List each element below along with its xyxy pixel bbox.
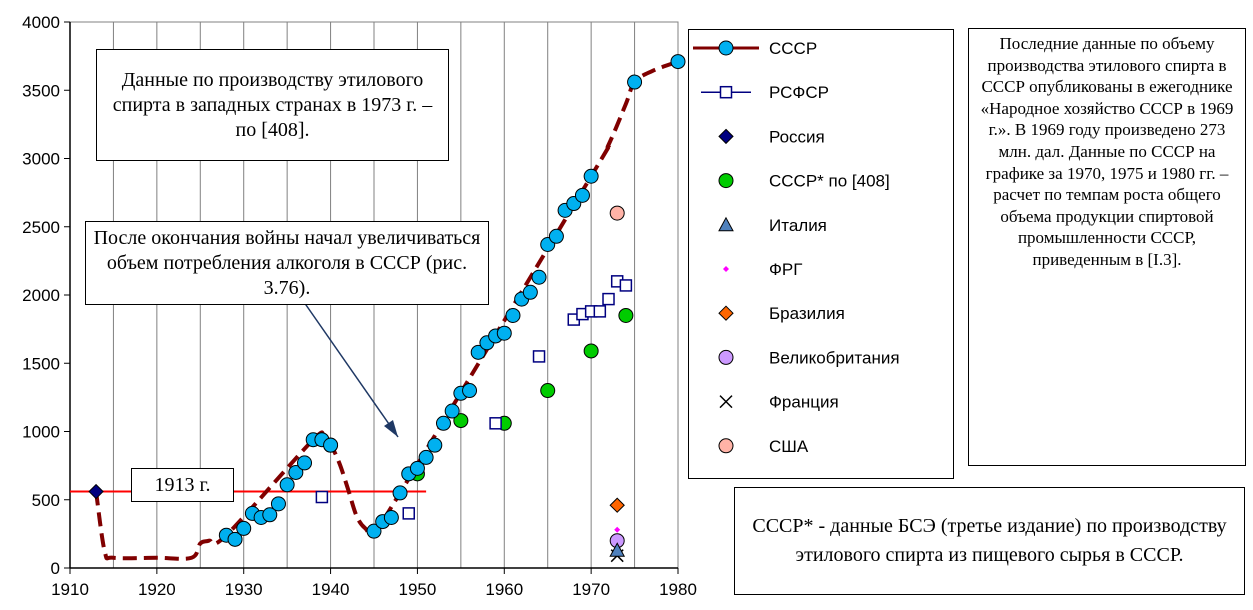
- legend-marker: [719, 395, 733, 409]
- y-tick-label: 2000: [22, 286, 60, 305]
- legend-label: Россия: [769, 127, 825, 146]
- legend-label: Франция: [769, 393, 839, 412]
- marker-circle: [583, 168, 599, 184]
- ussr-dashed-line: [94, 59, 679, 561]
- marker-circle: [288, 464, 304, 480]
- marker-circle: [609, 205, 625, 221]
- postwar-note: После окончания войны начал увеличиватьс…: [85, 221, 489, 305]
- marker-circle: [574, 187, 590, 203]
- y-tick-label: 3000: [22, 150, 60, 169]
- annotation-arrowhead: [384, 420, 398, 437]
- legend-label: Великобритания: [769, 348, 900, 367]
- marker-circle: [627, 74, 643, 90]
- x-tick-label: 1940: [312, 580, 350, 599]
- marker-circle: [505, 307, 521, 323]
- marker-square-open: [602, 292, 615, 306]
- marker-circle: [279, 477, 295, 493]
- west-data-note: Данные по производству этилового спирта …: [96, 49, 449, 161]
- marker-diamond: [88, 483, 104, 500]
- legend-label: СССР* по [408]: [769, 172, 890, 191]
- y-tick-label: 2500: [22, 218, 60, 237]
- marker-square-open: [593, 305, 607, 318]
- marker-circle: [418, 449, 434, 465]
- legend-marker: [718, 349, 734, 365]
- legend-marker: [718, 128, 734, 145]
- marker-circle: [409, 460, 425, 476]
- legend: СССР РСФСР Россия СССР* по [408] Италия ФРГ Бр…: [688, 29, 954, 479]
- annotation-arrow: [289, 281, 399, 438]
- x-tick-label: 1960: [485, 580, 523, 599]
- marker-circle: [383, 509, 399, 525]
- marker-circle: [453, 413, 469, 429]
- legend-label: Италия: [769, 216, 827, 235]
- marker-circle: [462, 383, 478, 399]
- y-tick-label: 4000: [22, 13, 60, 32]
- x-tick-label: 1950: [399, 580, 437, 599]
- legend-marker: [719, 85, 733, 99]
- x-tick-label: 1920: [138, 580, 176, 599]
- legend-marker: [718, 438, 734, 454]
- marker-circle: [227, 531, 243, 547]
- marker-circle: [427, 437, 443, 453]
- marker-circle: [583, 343, 599, 359]
- arrow-layer: [289, 281, 399, 438]
- marker-circle: [496, 325, 512, 341]
- marker-circle: [522, 284, 538, 300]
- legend-label: СССР: [769, 39, 817, 58]
- marker-circle: [323, 437, 339, 453]
- marker-square-open: [532, 350, 546, 363]
- legend-marker: [718, 305, 734, 321]
- marker-circle: [236, 520, 252, 536]
- marker-circle: [618, 307, 634, 323]
- curve-layer: [94, 59, 679, 561]
- year-1913-label: 1913 г.: [131, 468, 234, 502]
- legend-label: РСФСР: [769, 83, 829, 102]
- marker-circle: [470, 344, 486, 360]
- marker-circle: [392, 485, 408, 501]
- y-tick-label: 0: [51, 559, 60, 578]
- x-tick-label: 1910: [51, 580, 89, 599]
- right-info-note: Последние данные по объему производства …: [968, 28, 1246, 466]
- legend-graphic: СССР РСФСР Россия СССР* по [408] Италия ФРГ Бр…: [693, 39, 900, 456]
- marker-square-open: [619, 279, 633, 292]
- legend-label: США: [769, 437, 809, 456]
- x-tick-label: 1980: [659, 580, 697, 599]
- y-tick-label: 1000: [22, 423, 60, 442]
- legend-marker: [718, 173, 734, 189]
- legend-marker: [718, 216, 734, 232]
- y-tick-label: 1500: [22, 354, 60, 373]
- marker-diamond: [609, 497, 625, 513]
- marker-triangle: [609, 542, 626, 557]
- x-tick-label: 1930: [225, 580, 263, 599]
- ussr-star-note: СССР* - данные БСЭ (третье издание) по п…: [734, 487, 1245, 595]
- marker-circle: [270, 496, 286, 512]
- legend-label: Бразилия: [769, 304, 845, 323]
- legend-marker: [718, 40, 734, 56]
- marker-layer: [88, 54, 686, 563]
- marker-circle: [297, 455, 313, 471]
- y-tick-label: 500: [32, 491, 60, 510]
- marker-circle: [548, 228, 564, 244]
- marker-square-open: [402, 507, 415, 520]
- y-tick-label: 3500: [22, 81, 60, 100]
- marker-circle: [531, 269, 547, 285]
- marker-square-open: [315, 490, 329, 504]
- marker-square-open: [489, 417, 502, 430]
- marker-circle: [670, 54, 686, 70]
- marker-circle: [262, 507, 278, 523]
- marker-circle: [435, 415, 451, 431]
- legend-marker: [723, 266, 729, 272]
- marker-small-diamond: [614, 526, 621, 533]
- marker-circle: [444, 403, 460, 419]
- axis-layer: 0 500 1000 1500 2000 2500 3000 3500 4000 1910 1920…: [22, 13, 697, 599]
- legend-label: ФРГ: [769, 260, 802, 279]
- marker-circle: [366, 523, 382, 539]
- x-tick-label: 1970: [572, 580, 610, 599]
- marker-circle: [540, 383, 556, 399]
